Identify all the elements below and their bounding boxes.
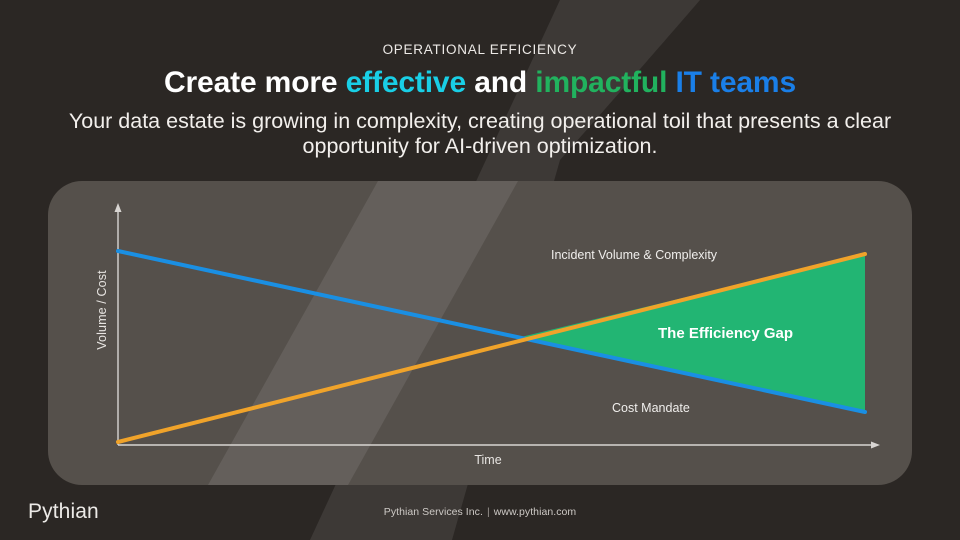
subheadline: Your data estate is growing in complexit…: [68, 109, 892, 159]
footer-website: www.pythian.com: [493, 506, 577, 518]
page-title: Create more effective and impactful IT t…: [0, 57, 960, 99]
y-axis-arrow: [114, 203, 122, 212]
headline-part-impactful: impactful: [535, 65, 668, 99]
series-line-cost-mandate: [116, 249, 867, 414]
series-label-incident-volume: Incident Volume & Complexity: [551, 248, 718, 262]
headline-part-it-teams: IT teams: [675, 65, 796, 99]
footer-meta: Pythian Services Inc. | www.pythian.com: [0, 506, 960, 518]
slide-header: OPERATIONAL EFFICIENCY Create more effec…: [0, 0, 960, 159]
footer-company: Pythian Services Inc.: [383, 506, 483, 518]
efficiency-gap-area: [517, 254, 865, 412]
efficiency-gap-label: The Efficiency Gap: [658, 325, 794, 342]
series-label-cost-mandate: Cost Mandate: [612, 401, 690, 415]
headline-part-and: and: [466, 65, 536, 99]
footer-separator: |: [486, 506, 490, 518]
y-axis-label: Volume / Cost: [95, 270, 109, 350]
efficiency-gap-chart: [114, 203, 880, 449]
headline-part-1: Create more: [164, 65, 346, 99]
pythian-logo: Pythian: [28, 500, 99, 523]
chart-card: Volume / Cost Time Incident Volume & Com…: [48, 181, 912, 485]
x-axis-arrow: [871, 441, 880, 449]
headline-part-effective: effective: [345, 65, 467, 99]
eyebrow-label: OPERATIONAL EFFICIENCY: [382, 42, 578, 57]
series-line-incident-volume: [116, 252, 867, 444]
x-axis-label: Time: [474, 453, 502, 467]
